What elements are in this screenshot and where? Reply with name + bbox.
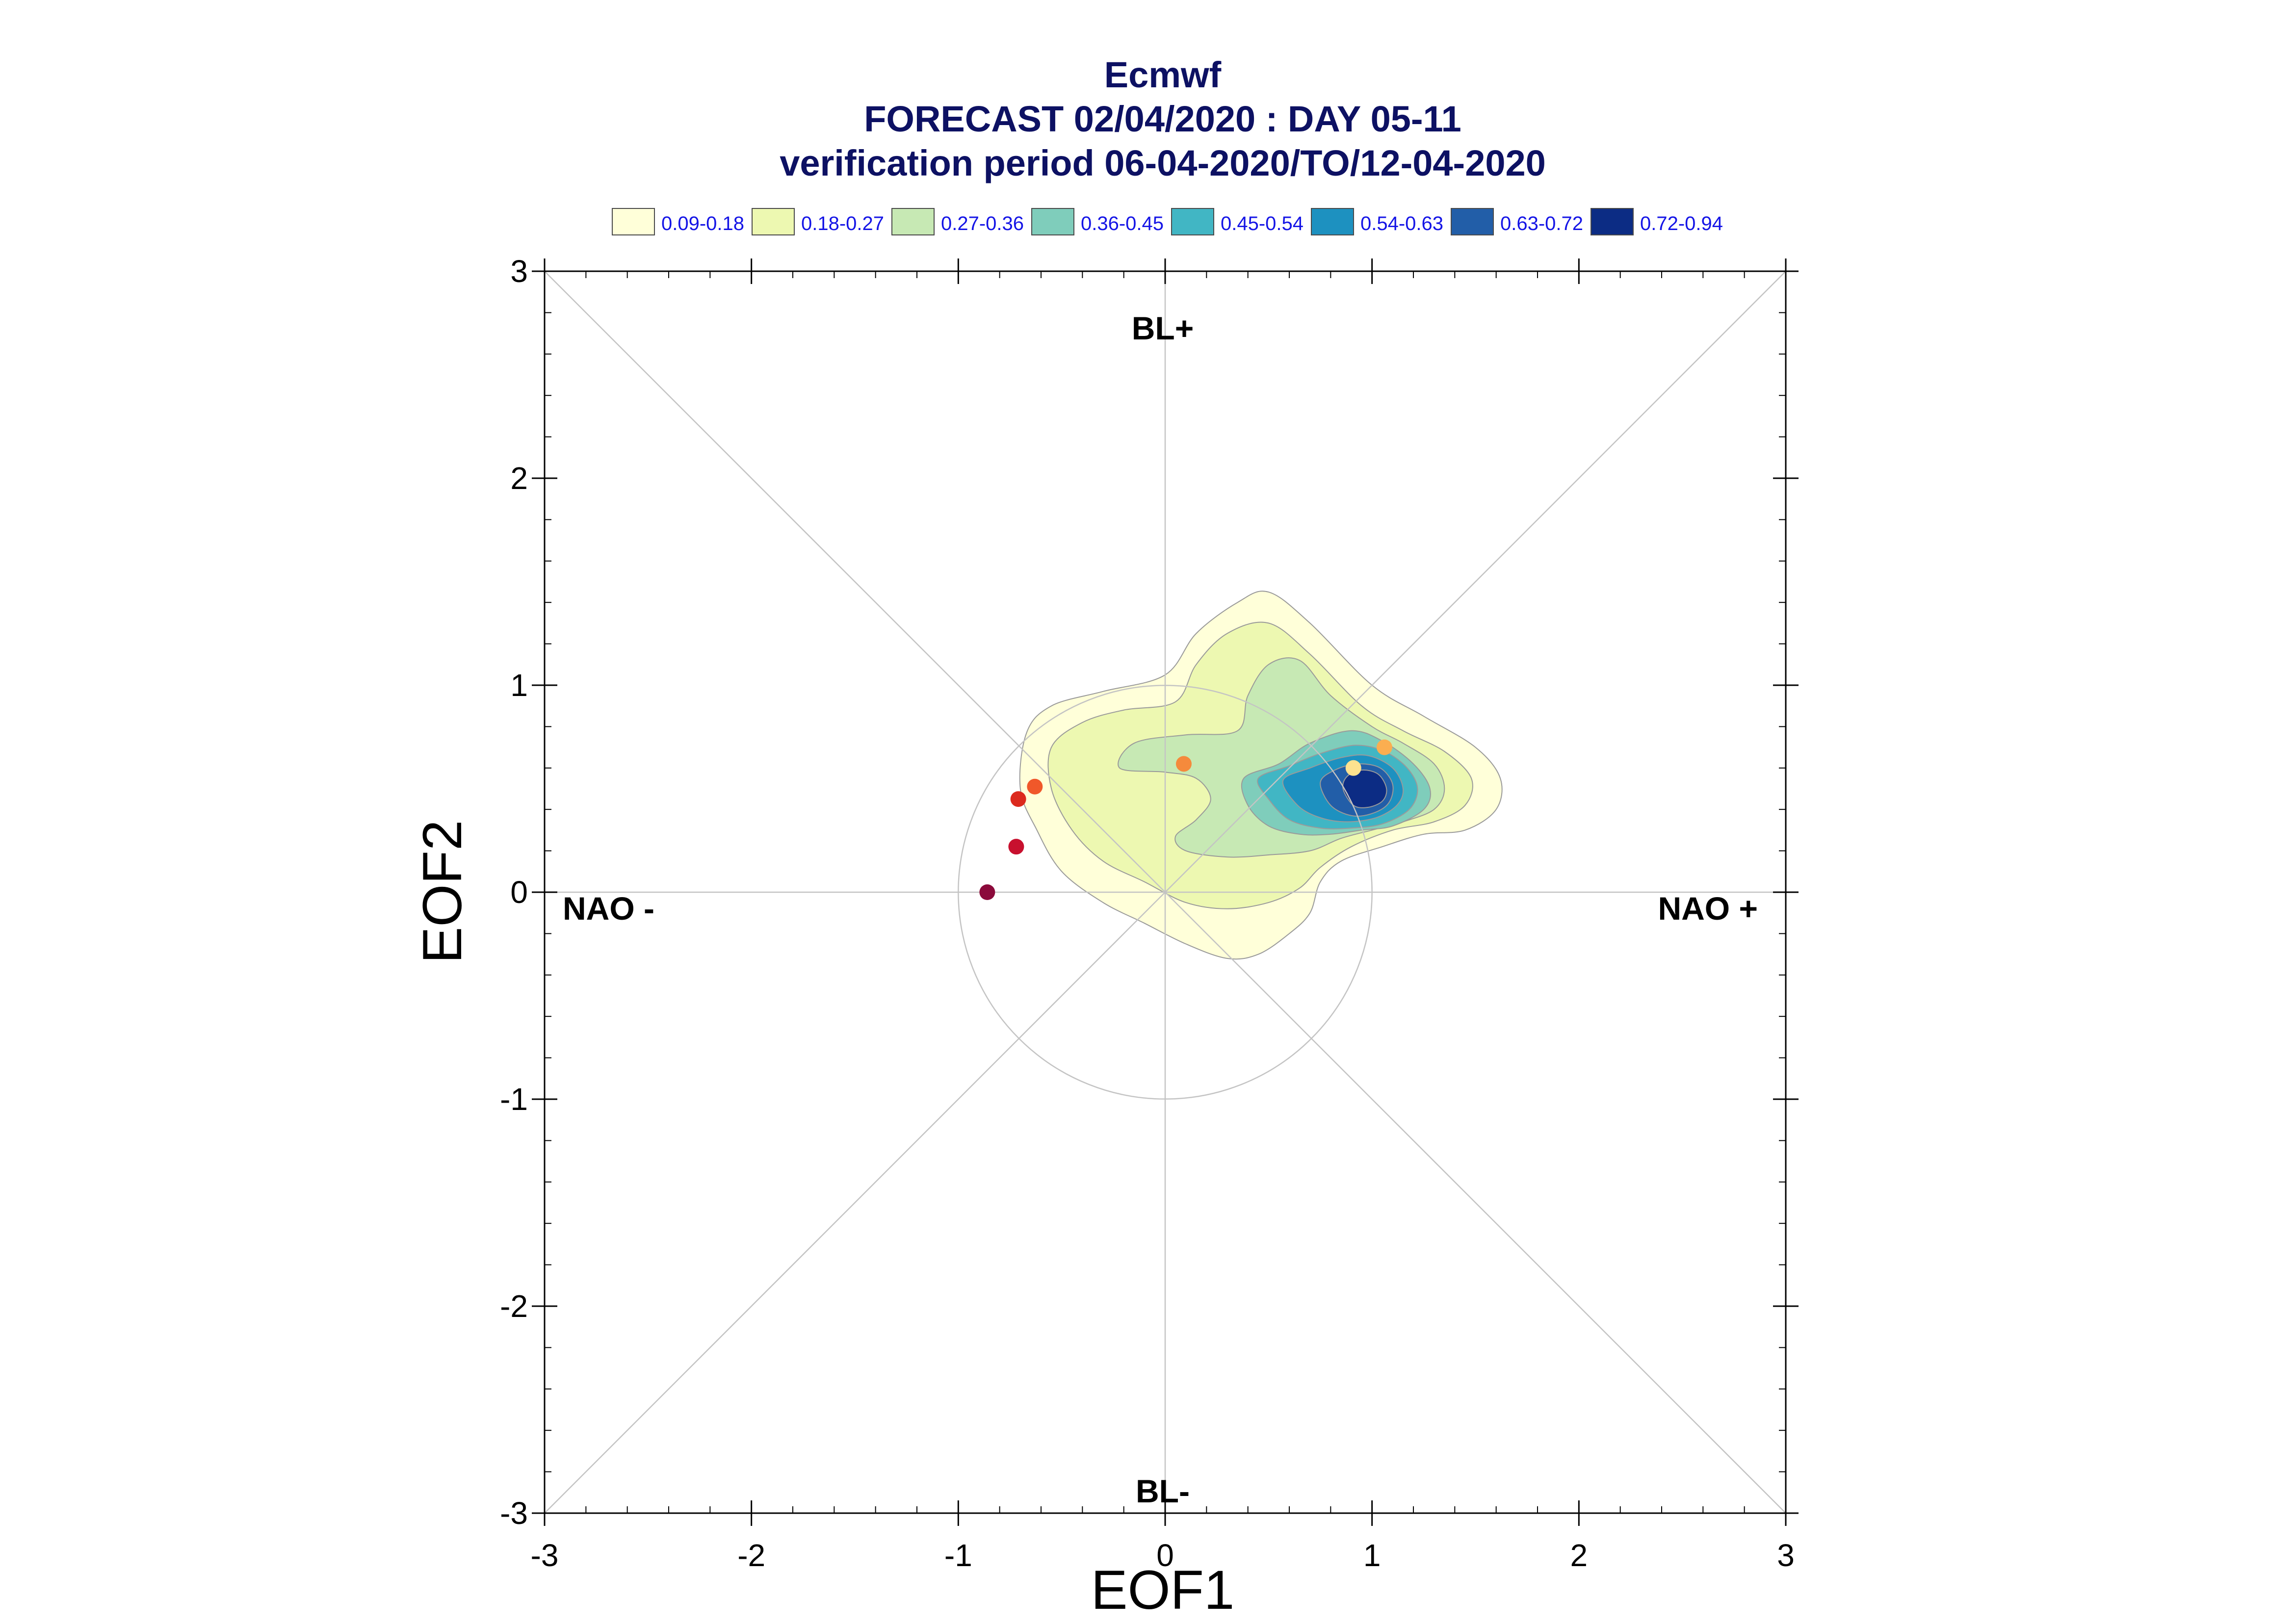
forecast-points [979, 739, 1392, 900]
legend-label: 0.09-0.18 [661, 213, 744, 234]
legend-swatch [1031, 208, 1074, 235]
y-tick-label: 2 [510, 461, 528, 496]
x-tick-label: 2 [1570, 1538, 1588, 1573]
plot-area: -3 -2 -1 0 1 2 3 -3 -2 -1 0 1 2 3 [500, 254, 1799, 1573]
regime-label-bottom: BL- [1136, 1473, 1190, 1509]
legend-swatch [612, 208, 655, 235]
forecast-point [1175, 756, 1192, 772]
forecast-point [1008, 839, 1024, 855]
legend-swatch [1311, 208, 1354, 235]
forecast-point [1010, 791, 1026, 807]
x-axis-title: EOF1 [1091, 1559, 1235, 1621]
legend-swatch [1171, 208, 1214, 235]
y-axis-title: EOF2 [412, 820, 473, 964]
axis-ticks: -3 -2 -1 0 1 2 3 -3 -2 -1 0 1 2 3 [500, 254, 1799, 1573]
x-tick-label: 3 [1777, 1538, 1795, 1573]
chart-title-line1: Ecmwf [1104, 54, 1222, 95]
legend-label: 0.27-0.36 [941, 213, 1024, 234]
forecast-point [1376, 739, 1392, 755]
y-tick-label: -3 [500, 1495, 528, 1531]
legend-swatch [1591, 208, 1634, 235]
forecast-point [979, 884, 995, 900]
legend-swatch [752, 208, 795, 235]
y-tick-label: -2 [500, 1289, 528, 1324]
x-tick-label: -2 [737, 1538, 765, 1573]
x-tick-label: 0 [1156, 1538, 1174, 1573]
legend-label: 0.54-0.63 [1360, 213, 1443, 234]
legend-label: 0.63-0.72 [1500, 213, 1583, 234]
forecast-point [1345, 760, 1361, 776]
guide-lines [544, 271, 1786, 1514]
regime-label-right: NAO + [1658, 890, 1758, 927]
y-tick-label: 3 [510, 254, 528, 289]
chart-title-line2: FORECAST 02/04/2020 : DAY 05-11 [864, 99, 1461, 139]
x-tick-label: -1 [944, 1538, 972, 1573]
legend-label: 0.45-0.54 [1221, 213, 1304, 234]
regime-label-top: BL+ [1132, 310, 1194, 346]
legend-label: 0.36-0.45 [1081, 213, 1164, 234]
y-tick-label: 0 [510, 875, 528, 910]
forecast-point [1027, 778, 1043, 795]
density-legend: 0.09-0.18 0.18-0.27 0.27-0.36 0.36-0.45 0.45… [612, 208, 1723, 235]
legend-swatch [1451, 208, 1494, 235]
y-tick-label: -1 [500, 1082, 528, 1117]
x-tick-label: 1 [1363, 1538, 1381, 1573]
x-tick-label: -3 [531, 1538, 559, 1573]
legend-label: 0.72-0.94 [1640, 213, 1723, 234]
regime-label-left: NAO - [563, 890, 654, 927]
chart-title-line3: verification period 06-04-2020/TO/12-04-… [780, 143, 1546, 183]
legend-label: 0.18-0.27 [801, 213, 884, 234]
legend-swatch [891, 208, 935, 235]
y-tick-label: 1 [510, 668, 528, 703]
unit-circle [958, 685, 1373, 1100]
